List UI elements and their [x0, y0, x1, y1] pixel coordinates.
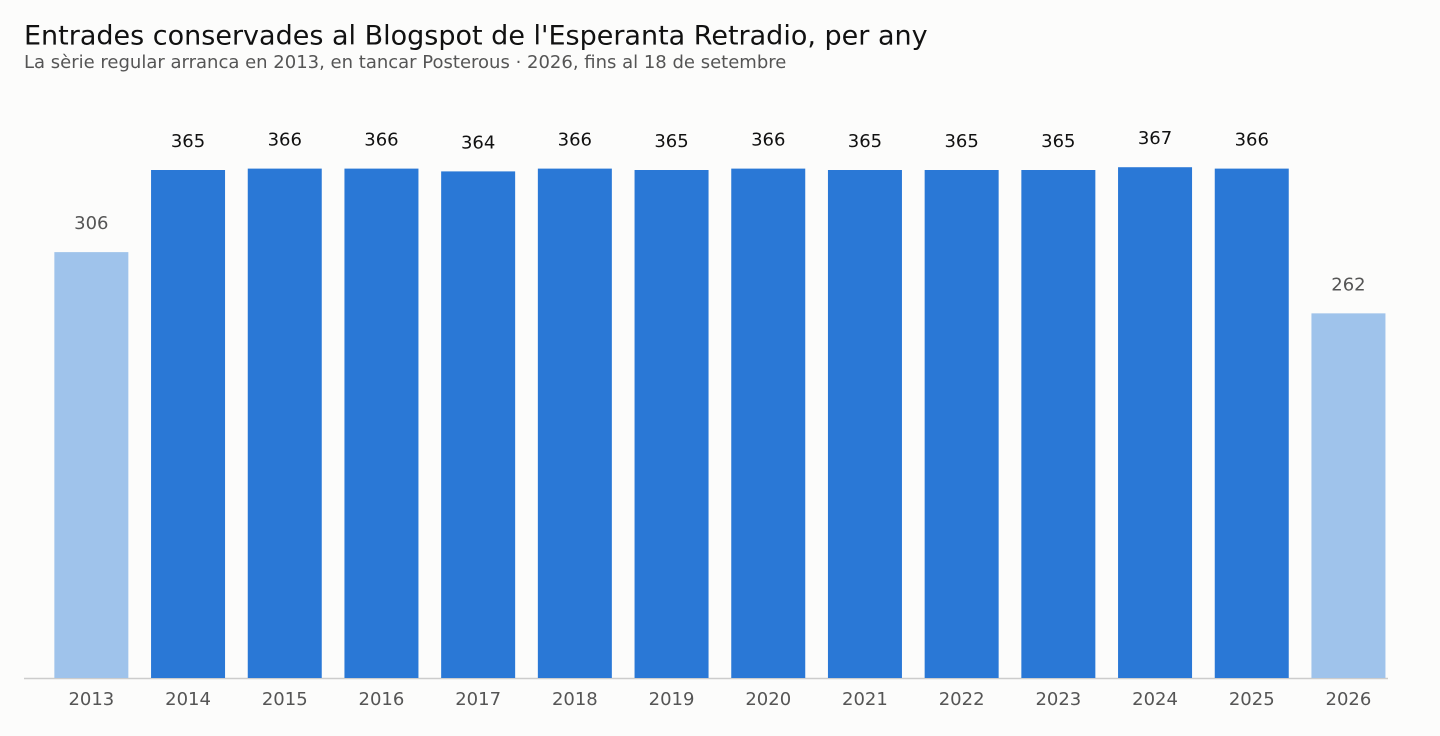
x-tick-label: 2024: [1132, 689, 1178, 710]
chart-title: Entrades conservades al Blogspot de l'Es…: [24, 21, 928, 52]
bar: [537, 168, 612, 678]
bar: [634, 170, 709, 678]
bar: [247, 168, 322, 678]
value-label: 364: [461, 132, 495, 153]
bar: [1214, 168, 1289, 678]
x-tick-label: 2023: [1035, 689, 1081, 710]
x-tick-label: 2014: [165, 689, 211, 710]
x-tick-label: 2025: [1229, 689, 1275, 710]
x-tick-label: 2015: [262, 689, 308, 710]
value-label: 365: [654, 131, 688, 152]
value-label: 366: [268, 130, 302, 151]
bar: [924, 170, 999, 678]
bar: [1021, 170, 1096, 678]
x-tick-label: 2018: [552, 689, 598, 710]
value-label: 365: [848, 131, 882, 152]
bar: [1118, 167, 1193, 679]
bar: [731, 168, 806, 678]
x-tick-label: 2021: [842, 689, 888, 710]
value-label: 367: [1138, 128, 1172, 149]
bar: [54, 252, 129, 679]
bar: [344, 168, 419, 678]
value-label: 306: [74, 213, 108, 234]
value-label: 366: [364, 130, 398, 151]
chart-subtitle: La sèrie regular arranca en 2013, en tan…: [24, 52, 786, 73]
value-label: 365: [944, 131, 978, 152]
bar: [441, 171, 516, 678]
x-tick-label: 2016: [359, 689, 405, 710]
bar: [827, 170, 902, 678]
x-tick-label: 2017: [455, 689, 501, 710]
value-label: 366: [558, 130, 592, 151]
x-tick-label: 2022: [939, 689, 985, 710]
x-tick-label: 2026: [1326, 689, 1372, 710]
value-label: 365: [1041, 131, 1075, 152]
bar: [151, 170, 226, 678]
x-tick-label: 2020: [745, 689, 791, 710]
value-label: 366: [751, 130, 785, 151]
x-tick-label: 2013: [68, 689, 114, 710]
x-tick-label: 2019: [649, 689, 695, 710]
bar: [1311, 313, 1386, 678]
value-label: 262: [1331, 274, 1365, 295]
value-label: 366: [1235, 130, 1269, 151]
value-label: 365: [171, 131, 205, 152]
